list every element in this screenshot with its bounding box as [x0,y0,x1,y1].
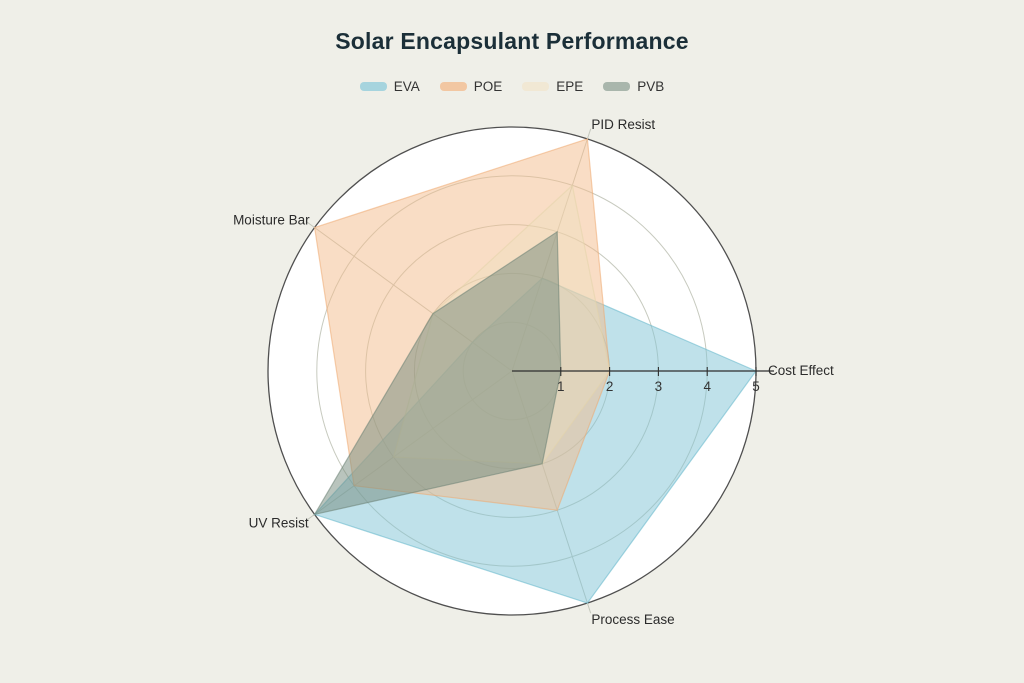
legend-item-poe[interactable]: POE [439,79,503,94]
epe-swatch-icon [522,82,550,91]
page-title: Solar Encapsulant Performance [335,28,689,54]
radial-tick-label: 1 [557,379,565,394]
legend-label: EPE [556,79,584,94]
pvb-swatch-icon [603,82,631,91]
axis-label-moisture-bar: Moisture Bar [233,213,310,228]
series-polygon-pvb[interactable] [313,230,562,516]
legend-item-pvb[interactable]: PVB [603,79,664,94]
axis-label-pid-resist: PID Resist [591,117,655,132]
radial-tick-label: 3 [655,379,663,394]
radial-tick-label: 5 [752,379,760,394]
legend-label: POE [473,79,503,94]
legend-item-eva[interactable]: EVA [359,79,420,94]
poe-swatch-icon [439,82,467,91]
radial-tick-label: 4 [703,379,711,394]
legend-item-epe[interactable]: EPE [522,79,583,94]
axis-label-uv-resist: UV Resist [249,515,309,530]
legend-label: PVB [637,79,665,94]
legend-label: EVA [393,79,420,94]
axis-label-process-ease: Process Ease [591,612,674,627]
radial-tick-label: 2 [606,379,614,394]
axis-label-cost-effect: Cost Effect [768,363,834,378]
chart-legend: EVA POE EPE PVB [0,79,1024,94]
eva-swatch-icon [359,82,387,91]
